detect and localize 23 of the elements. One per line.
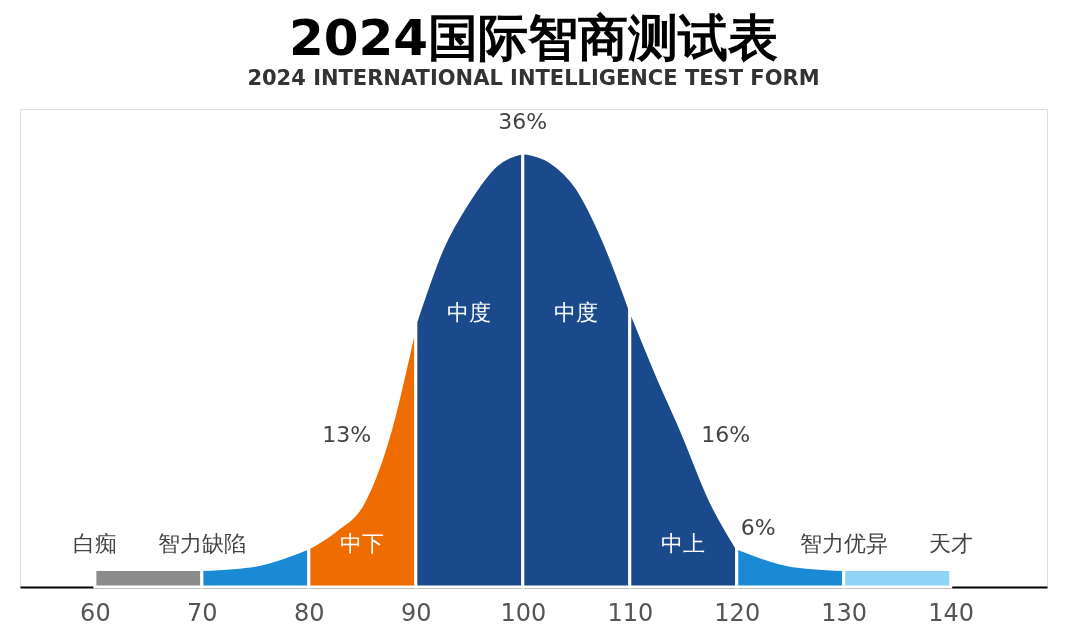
series-label: 智力优异: [799, 530, 888, 556]
x-tick-label: 90: [401, 598, 432, 627]
x-tick-label: 140: [928, 598, 975, 627]
chart-title: 2024国际智商测试表: [288, 9, 779, 67]
annotation: 6%: [740, 514, 776, 540]
series-label: 白痴: [72, 530, 117, 556]
annotation: 16%: [701, 421, 751, 447]
x-tick-label: 70: [187, 598, 218, 627]
chart-subtitle: 2024 INTERNATIONAL INTELLIGENCE TEST FORM: [247, 66, 820, 90]
series-label: 智力缺陷: [157, 530, 246, 556]
annotation: 13%: [322, 421, 372, 447]
series-label: 中上: [661, 530, 706, 556]
x-tick-label: 120: [714, 598, 761, 627]
series-label: 天才: [928, 530, 973, 556]
text: 36%: [498, 109, 548, 135]
x-tick-label: 110: [607, 598, 654, 627]
series-label: 中下: [340, 530, 385, 556]
x-tick-label: 60: [80, 598, 111, 627]
series-label: 中度: [554, 300, 599, 326]
x-tick-label: 80: [294, 598, 325, 627]
x-tick-label: 100: [500, 598, 547, 627]
x-tick-label: 130: [821, 598, 868, 627]
series-label: 中度: [447, 300, 492, 326]
